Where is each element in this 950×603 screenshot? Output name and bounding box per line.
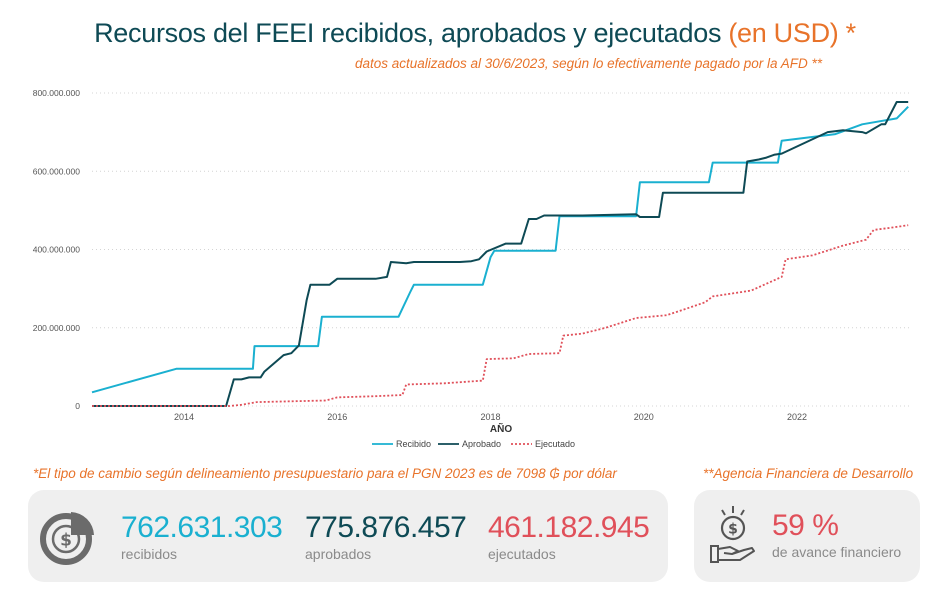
title-accent: (en USD) *: [728, 18, 856, 48]
y-axis: 0 200.000.000 400.000.000 600.000.000 800.00…: [33, 88, 81, 411]
kpi-ejecutados-label: ejecutados: [488, 546, 556, 562]
x-tick-label: 2020: [634, 412, 654, 422]
x-axis-label: AÑO: [490, 422, 512, 435]
series-aprobado: [92, 101, 909, 407]
y-tick-label: 800.000.000: [33, 88, 81, 98]
y-tick-label: 400.000.000: [33, 245, 81, 255]
y-tick-label: 0: [75, 401, 80, 411]
line-chart: 0 200.000.000 400.000.000 600.000.000 800.00…: [33, 88, 912, 449]
svg-text:$: $: [60, 531, 72, 551]
kpi-avance: 59 % de avance financiero: [772, 509, 902, 561]
x-tick-label: 2018: [480, 412, 500, 422]
x-axis: 2014 2016 2018 2020 2022: [174, 412, 807, 422]
page-title: Recursos del FEEI recibidos, aprobados y…: [0, 18, 950, 49]
kpi-avance-value: 59 %: [772, 509, 839, 542]
kpi-recibidos-value: 762.631.303: [121, 511, 283, 544]
x-tick-label: 2016: [327, 412, 347, 422]
y-tick-label: 600.000.000: [33, 166, 81, 176]
series-ejecutado: [92, 224, 909, 407]
title-main: Recursos del FEEI recibidos, aprobados y…: [94, 18, 722, 48]
y-tick-label: 200.000.000: [33, 323, 81, 333]
subtitle: datos actualizados al 30/6/2023, según l…: [354, 56, 822, 71]
kpi-ejecutados-value: 461.182.945: [488, 511, 650, 544]
kpi-aprobados: 775.876.457 aprobados: [305, 511, 467, 563]
avance-card: $ 59 % de avance financiero: [694, 490, 920, 582]
afd-note: **Agencia Financiera de Desarrollo: [703, 466, 914, 481]
kpi-ejecutados: 461.182.945 ejecutados: [488, 511, 650, 563]
kpi-aprobados-label: aprobados: [305, 546, 372, 562]
exchange-rate-note: *El tipo de cambio según delineamiento p…: [33, 466, 617, 481]
kpi-card: $ 762.631.303 recibidos 775.876.457 apro…: [28, 490, 668, 582]
legend-label-ejecutado: Ejecutado: [535, 439, 575, 449]
kpi-avance-label: de avance financiero: [772, 544, 902, 560]
hand-coins-icon: $: [710, 506, 755, 563]
series-recibido: [91, 105, 909, 394]
series-lines: [91, 101, 909, 407]
x-tick-label: 2022: [787, 412, 807, 422]
kpi-recibidos: 762.631.303 recibidos: [121, 511, 283, 563]
svg-text:$: $: [728, 522, 738, 538]
chart-legend: Recibido Aprobado Ejecutado: [372, 439, 575, 449]
x-tick-label: 2014: [174, 412, 194, 422]
pie-chart-dollar-icon: $: [40, 512, 94, 565]
kpi-recibidos-label: recibidos: [121, 546, 178, 562]
legend-label-aprobado: Aprobado: [462, 439, 501, 449]
kpi-aprobados-value: 775.876.457: [305, 511, 467, 544]
legend-label-recibido: Recibido: [396, 439, 431, 449]
